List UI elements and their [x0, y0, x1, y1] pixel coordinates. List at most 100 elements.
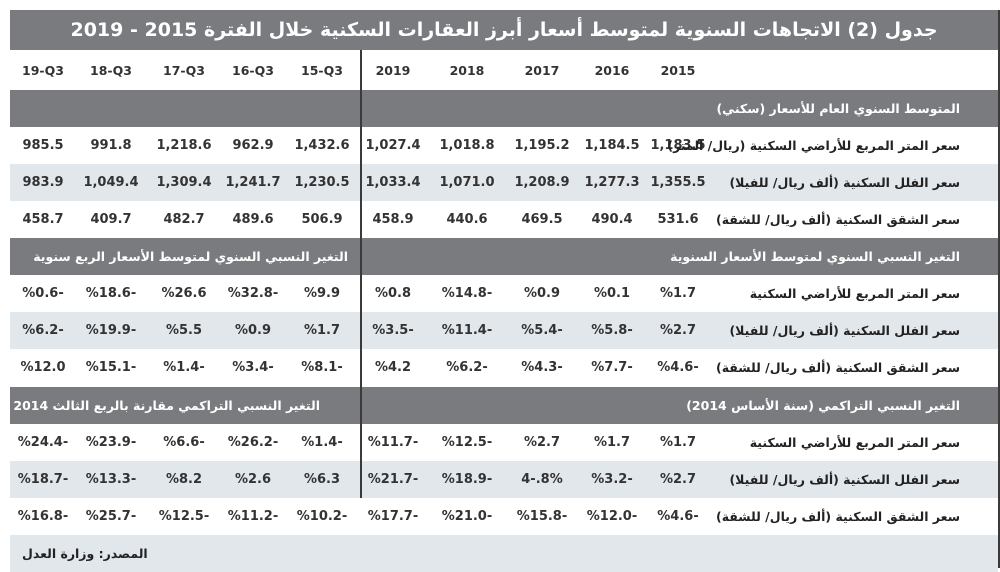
value-cell: %26.2-: [227, 435, 279, 450]
value-cell: %0.6-: [22, 286, 64, 301]
col-header-19q3: 19-Q3: [22, 62, 64, 78]
col-header-17q3: 17-Q3: [163, 62, 205, 78]
value-cell: %3.4-: [232, 360, 274, 375]
col-header-2019: 2019: [375, 62, 411, 78]
col-header-18q3: 18-Q3: [90, 62, 132, 78]
value-cell: %0.9: [523, 286, 561, 301]
section-header-annual-change: التغير النسبي السنوي لمتوسط الأسعار الرب…: [10, 238, 998, 275]
table-row: %18.7- %13.3- %8.2 %2.6 %6.3 %21.7- %18.…: [10, 461, 998, 498]
value-cell: %1.7: [659, 286, 697, 301]
value-cell: %1.7: [659, 435, 697, 450]
value-cell: 1,432.6: [294, 138, 350, 153]
value-cell: %4.6-: [657, 360, 699, 375]
value-cell: 4-.8%: [521, 472, 563, 487]
table-title: جدول (2) الاتجاهات السنوية لمتوسط أسعار …: [10, 10, 998, 50]
value-cell: %5.5: [165, 323, 203, 338]
value-cell: %0.1: [593, 286, 631, 301]
value-cell: %11.2-: [227, 509, 279, 524]
value-cell: %18.7-: [17, 472, 69, 487]
value-cell: %16.8-: [17, 509, 69, 524]
value-cell: 440.6: [446, 212, 488, 227]
col-header-2017: 2017: [524, 62, 560, 78]
value-cell: %6.2-: [446, 360, 488, 375]
row-label: سعر الفلل السكنية (ألف ريال/ للفيلا): [729, 323, 960, 338]
section-title-annual: التغير النسبي التراكمي (سنة الأساس 2014): [686, 398, 960, 413]
table-row: %24.4- %23.9- %6.6- %26.2- %1.4- %11.7- …: [10, 424, 998, 461]
value-cell: %6.2-: [22, 323, 64, 338]
value-cell: %1.4-: [301, 435, 343, 450]
section-title-quarterly: التغير النسبي التراكمي مقارنة بالربع الث…: [13, 398, 320, 413]
value-cell: 482.7: [163, 212, 205, 227]
value-cell: 1,230.5: [294, 175, 350, 190]
source-note: المصدر: وزارة العدل: [22, 546, 148, 561]
row-label: سعر المتر المربع للأراضي السكنية (ريال/ …: [667, 138, 960, 153]
value-cell: %19.9-: [85, 323, 137, 338]
value-cell: %26.6: [161, 286, 207, 301]
table-row: %0.6- %18.6- %26.6 %32.8- %9.9 %0.8 %14.…: [10, 275, 998, 312]
value-cell: %5.4-: [521, 323, 563, 338]
value-cell: 458.7: [22, 212, 64, 227]
col-header-15q3: 15-Q3: [301, 62, 343, 78]
value-cell: 409.7: [90, 212, 132, 227]
value-cell: %11.7-: [367, 435, 419, 450]
value-cell: 1,309.4: [156, 175, 212, 190]
value-cell: 469.5: [521, 212, 563, 227]
value-cell: %18.6-: [85, 286, 137, 301]
value-cell: %18.9-: [441, 472, 493, 487]
value-cell: %4.6-: [657, 509, 699, 524]
value-cell: 1,049.4: [83, 175, 139, 190]
value-cell: %2.6: [234, 472, 272, 487]
value-cell: %13.3-: [85, 472, 137, 487]
value-cell: 1,241.7: [225, 175, 281, 190]
row-label: سعر الفلل السكنية (ألف ريال/ للفيلا): [729, 472, 960, 487]
value-cell: %2.7: [523, 435, 561, 450]
value-cell: 1,184.5: [584, 138, 640, 153]
value-cell: %23.9-: [85, 435, 137, 450]
section-header-annual-average: المتوسط السنوي العام للأسعار (سكني): [10, 90, 998, 127]
value-cell: %17.7-: [367, 509, 419, 524]
value-cell: %21.0-: [441, 509, 493, 524]
value-cell: %0.8: [374, 286, 412, 301]
value-cell: %2.7: [659, 472, 697, 487]
value-cell: 1,071.0: [439, 175, 495, 190]
value-cell: %21.7-: [367, 472, 419, 487]
value-cell: 1,218.6: [156, 138, 212, 153]
value-cell: 1,018.8: [439, 138, 495, 153]
row-label: سعر الشقق السكنية (ألف ريال/ للشقة): [716, 509, 960, 524]
price-trends-table: جدول (2) الاتجاهات السنوية لمتوسط أسعار …: [10, 10, 1000, 572]
value-cell: %4.2: [374, 360, 412, 375]
value-cell: 506.9: [301, 212, 343, 227]
column-group-divider: [360, 50, 362, 498]
value-cell: %15.1-: [85, 360, 137, 375]
value-cell: 531.6: [657, 212, 699, 227]
value-cell: %3.2-: [591, 472, 633, 487]
value-cell: %32.8-: [227, 286, 279, 301]
value-cell: %12.0-: [586, 509, 638, 524]
value-cell: %14.8-: [441, 286, 493, 301]
value-cell: %4.3-: [521, 360, 563, 375]
value-cell: %6.6-: [163, 435, 205, 450]
value-cell: %12.5-: [441, 435, 493, 450]
col-header-16q3: 16-Q3: [232, 62, 274, 78]
section-header-cumulative-change: التغير النسبي التراكمي مقارنة بالربع الث…: [10, 387, 998, 424]
col-header-2018: 2018: [449, 62, 485, 78]
value-cell: %24.4-: [17, 435, 69, 450]
value-cell: %25.7-: [85, 509, 137, 524]
value-cell: 1,277.3: [584, 175, 640, 190]
row-label: سعر الشقق السكنية (ألف ريال/ للشقة): [716, 212, 960, 227]
row-label: سعر المتر المربع للأراضي السكنية: [749, 435, 960, 450]
table-row: 458.7 409.7 482.7 489.6 506.9 458.9 440.…: [10, 201, 998, 238]
value-cell: 1,183.5: [650, 138, 706, 153]
row-label: سعر الفلل السكنية (ألف ريال/ للفيلا): [729, 175, 960, 190]
value-cell: %1.7: [303, 323, 341, 338]
row-label: سعر الشقق السكنية (ألف ريال/ للشقة): [716, 360, 960, 375]
value-cell: %11.4-: [441, 323, 493, 338]
value-cell: %12.5-: [158, 509, 210, 524]
value-cell: %5.8-: [591, 323, 633, 338]
value-cell: 1,033.4: [365, 175, 421, 190]
section-title: المتوسط السنوي العام للأسعار (سكني): [716, 101, 960, 116]
value-cell: %12.0: [20, 360, 66, 375]
value-cell: %1.7: [593, 435, 631, 450]
value-cell: %15.8-: [516, 509, 568, 524]
col-header-2015: 2015: [660, 62, 696, 78]
